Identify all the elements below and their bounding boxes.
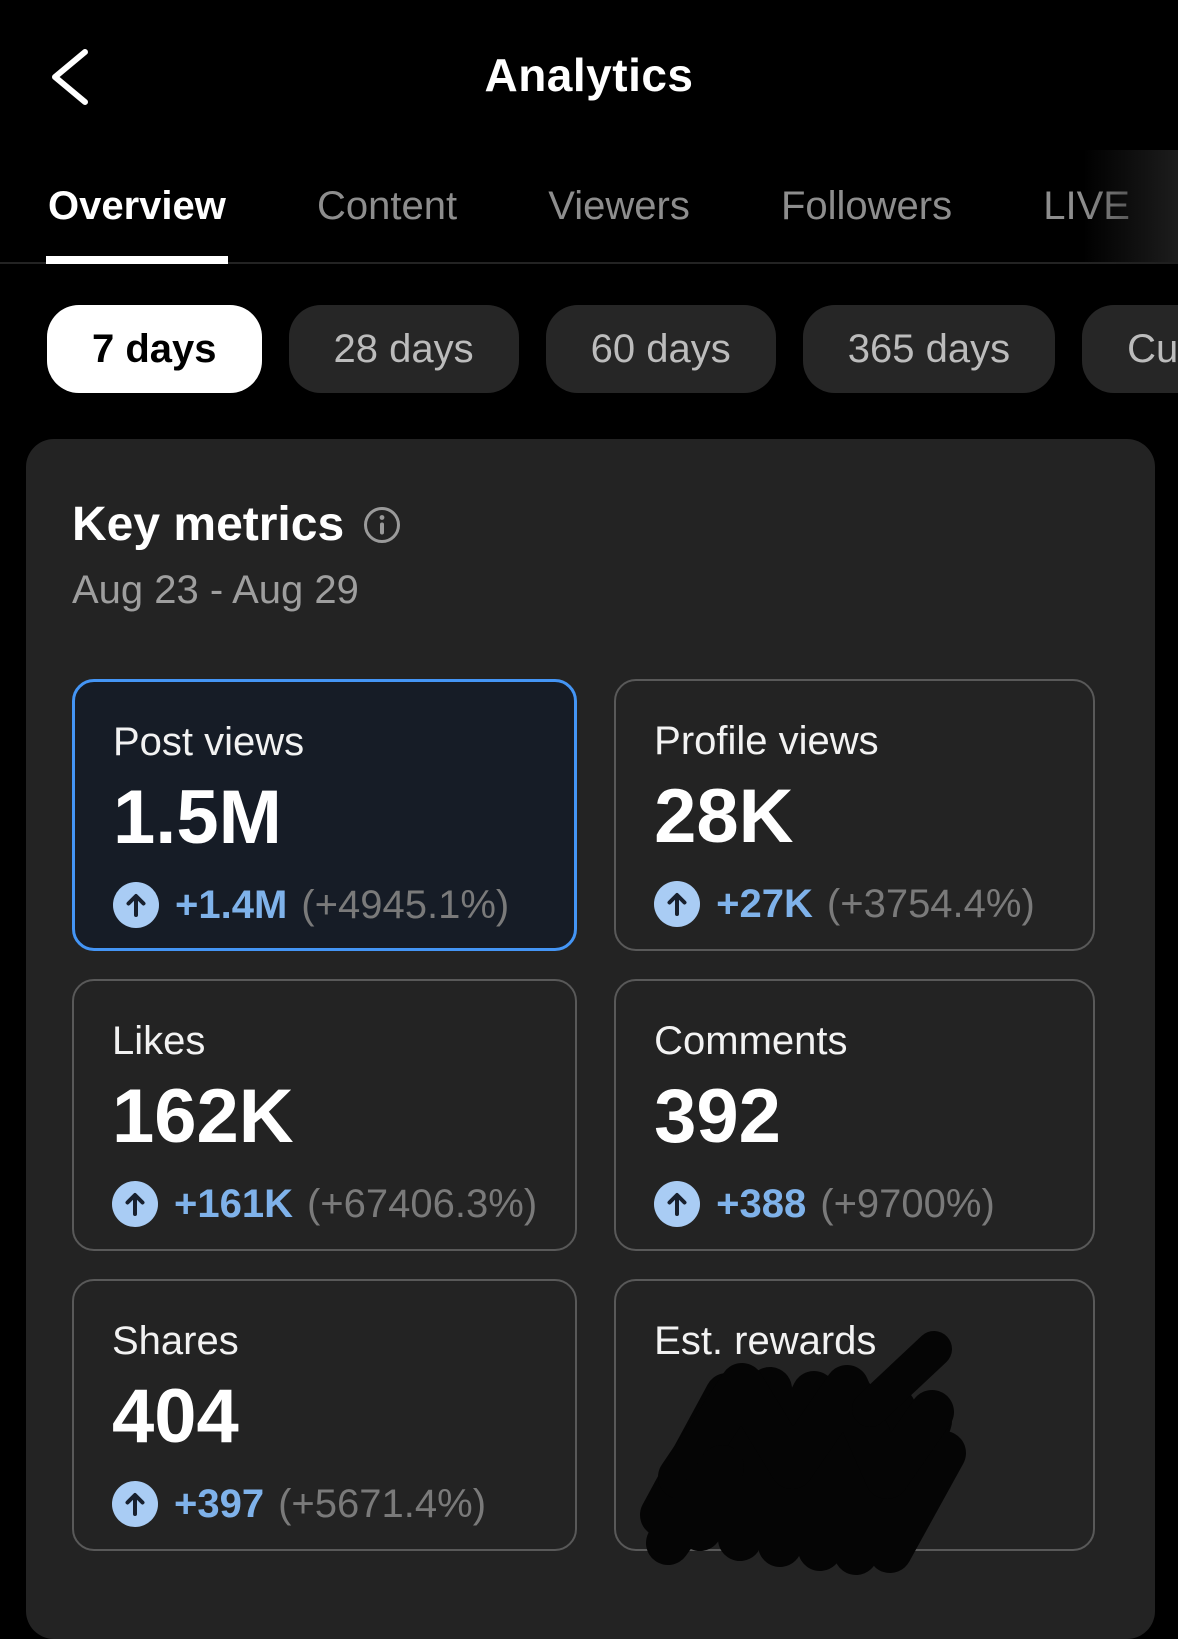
key-metrics-title: Key metrics: [72, 498, 345, 551]
metric-label: Post views: [113, 720, 305, 764]
header: Analytics: [0, 0, 1178, 150]
tab-overview-label: Overview: [48, 183, 226, 228]
tab-viewers-label: Viewers: [548, 183, 690, 228]
pill-365-days[interactable]: 365 days: [802, 305, 1056, 393]
metric-card-comments[interactable]: Comments 392 +388 (+9700%): [614, 979, 1095, 1251]
tab-live[interactable]: LIVE: [1043, 150, 1130, 262]
pill-7-days-label: 7 days: [92, 326, 217, 371]
arrow-up-circle-icon: [654, 1181, 701, 1227]
metric-label: Shares: [112, 1319, 239, 1363]
pill-60-days[interactable]: 60 days: [545, 305, 776, 393]
tab-live-label: LIVE: [1043, 183, 1130, 228]
metric-delta: +397: [174, 1481, 265, 1526]
pill-60-days-label: 60 days: [590, 326, 731, 371]
tab-bar: Overview Content Viewers Followers LIVE: [0, 150, 1178, 264]
metric-delta-pct: (+3754.4%): [826, 881, 1035, 926]
page-title: Analytics: [484, 49, 694, 101]
metrics-grid: Post views 1.5M +1.4M (+4945.1%) Profile…: [72, 679, 1095, 1575]
tab-followers-label: Followers: [780, 183, 953, 228]
tab-content-label: Content: [317, 183, 458, 228]
metric-card-profile-views[interactable]: Profile views 28K +27K (+3754.4%): [614, 679, 1095, 951]
metric-label: Profile views: [654, 719, 879, 763]
metric-delta-pct: (+67406.3%): [306, 1181, 538, 1226]
metric-label: Est. rewards: [654, 1319, 877, 1363]
pill-custom-label: Custom: [1127, 326, 1178, 371]
key-metrics-date-range: Aug 23 - Aug 29: [72, 568, 359, 612]
back-button[interactable]: [38, 46, 102, 110]
tab-followers[interactable]: Followers: [781, 150, 952, 262]
tab-viewers[interactable]: Viewers: [548, 150, 690, 262]
redaction-scribble: [640, 1331, 967, 1575]
info-button[interactable]: [362, 505, 402, 548]
metric-card-est-rewards[interactable]: Est. rewards: [614, 1279, 1095, 1575]
metric-card-post-views[interactable]: Post views 1.5M +1.4M (+4945.1%): [72, 679, 578, 951]
pill-28-days-label: 28 days: [333, 326, 474, 371]
metric-card-shares[interactable]: Shares 404 +397 (+5671.4%): [72, 1279, 578, 1551]
arrow-up-circle-icon: [112, 1181, 158, 1227]
key-metrics-panel: Key metrics Aug 23 - Aug 29 Post views 1…: [26, 439, 1155, 1639]
metric-delta: +161K: [174, 1181, 293, 1226]
metric-label: Likes: [112, 1019, 206, 1063]
metric-card-likes[interactable]: Likes 162K +161K (+67406.3%): [72, 979, 578, 1251]
arrow-up-circle-icon: [654, 881, 701, 927]
metric-value: 1.5M: [113, 775, 282, 860]
metric-label: Comments: [654, 1019, 848, 1063]
metric-value: 392: [654, 1074, 781, 1159]
pill-365-days-label: 365 days: [847, 326, 1011, 371]
metric-delta: +388: [716, 1181, 807, 1226]
tab-content[interactable]: Content: [317, 150, 457, 262]
pill-28-days[interactable]: 28 days: [288, 305, 519, 393]
tab-overview[interactable]: Overview: [46, 150, 228, 264]
metric-value: 162K: [112, 1074, 294, 1159]
arrow-up-circle-icon: [112, 1481, 158, 1527]
metric-delta: +27K: [716, 881, 813, 926]
chevron-left-icon: [43, 46, 97, 111]
metric-delta-pct: (+5671.4%): [278, 1481, 487, 1526]
pill-7-days[interactable]: 7 days: [47, 305, 262, 393]
date-range-selector: 7 days 28 days 60 days 365 days Custom: [47, 305, 1178, 393]
active-tab-underline: [46, 256, 228, 264]
metric-delta: +1.4M: [175, 882, 288, 927]
arrow-up-circle-icon: [113, 882, 159, 928]
metric-delta-pct: (+4945.1%): [301, 882, 510, 927]
info-circle-icon: [362, 505, 402, 548]
metric-delta-pct: (+9700%): [820, 1181, 995, 1226]
metric-value: 404: [112, 1374, 239, 1459]
metric-value: 28K: [654, 774, 794, 859]
pill-custom[interactable]: Custom: [1082, 305, 1178, 393]
